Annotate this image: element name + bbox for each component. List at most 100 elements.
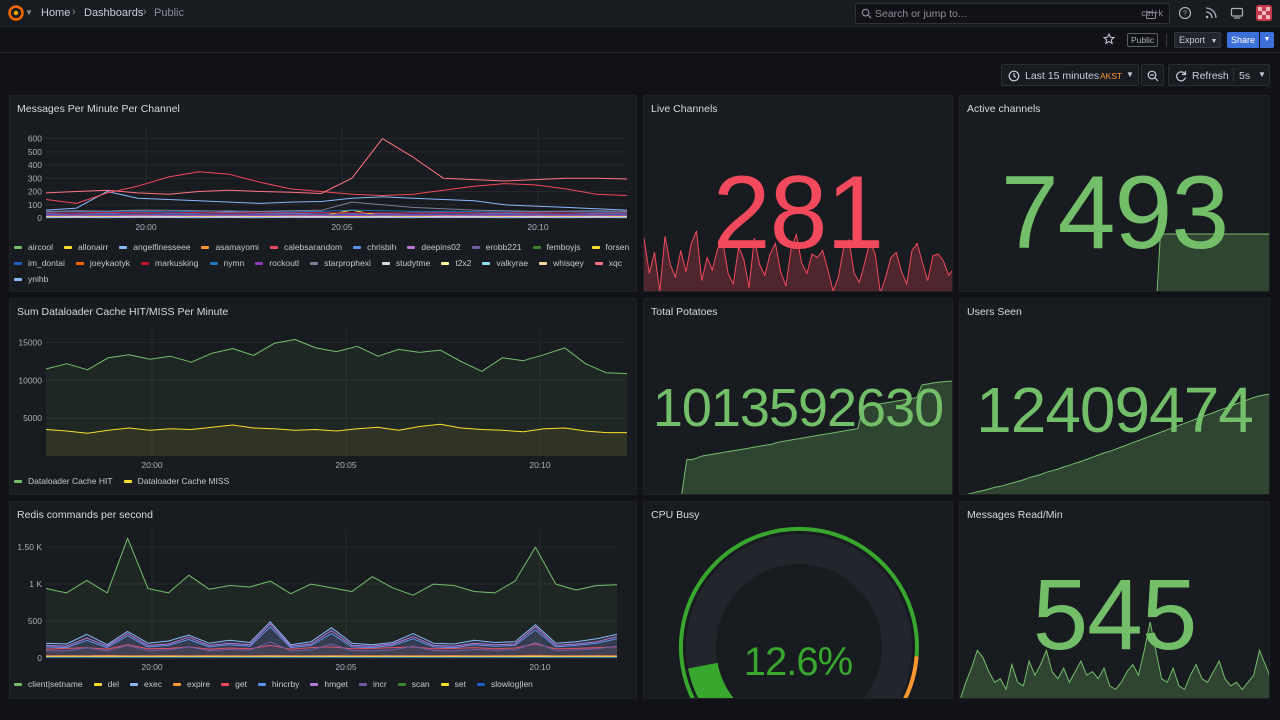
user-avatar[interactable]: [1256, 5, 1272, 21]
legend-swatch: [130, 682, 138, 686]
total-potatoes-panel: Total Potatoes 1013592630: [643, 298, 953, 495]
legend-item[interactable]: chrisbih: [353, 239, 396, 255]
legend-item[interactable]: set: [440, 676, 466, 692]
panel-title[interactable]: Sum Dataloader Cache HIT/MISS Per Minute: [17, 306, 229, 318]
search-input[interactable]: Search or jump to... ctrl+k: [855, 3, 1170, 24]
legend-item[interactable]: xqc: [594, 255, 622, 271]
series-line-incr: [45, 641, 618, 652]
legend-item[interactable]: client|setname: [14, 676, 83, 692]
legend-swatch: [14, 277, 22, 281]
redis-chart[interactable]: 0 500 1 K 1.50 K 20:00 20:05 20:10: [10, 502, 637, 676]
gauge-threshold-arc: [679, 526, 919, 698]
legend-label: expire: [186, 679, 211, 689]
x-tick-label: 20:00: [141, 460, 163, 470]
legend-item[interactable]: hmget: [310, 676, 348, 692]
breadcrumb-home[interactable]: Home: [41, 7, 71, 19]
y-tick-label: 10000: [18, 375, 42, 385]
chevron-right-icon: ›: [72, 6, 76, 18]
legend-item[interactable]: del: [93, 676, 119, 692]
legend-label: whisqey: [553, 258, 584, 268]
series-line-angelfinesseee: [45, 191, 628, 211]
legend-item[interactable]: ynihb: [14, 271, 48, 287]
legend-item[interactable]: slowlog|len: [477, 676, 533, 692]
legend-item[interactable]: nymn: [209, 255, 244, 271]
legend-swatch: [381, 261, 390, 265]
legend-item[interactable]: forsen: [591, 239, 630, 255]
series-area: [46, 644, 617, 658]
refresh-button[interactable]: Refresh: [1192, 70, 1229, 82]
panel-title[interactable]: Messages Per Minute Per Channel: [17, 103, 180, 115]
chevron-down-icon[interactable]: ▼: [25, 8, 33, 17]
panel-title[interactable]: Active channels: [967, 103, 1041, 115]
legend-swatch: [141, 261, 150, 265]
share-button[interactable]: Share: [1227, 32, 1259, 48]
legend-swatch: [14, 245, 22, 249]
panel-title[interactable]: Messages Read/Min: [967, 509, 1063, 521]
legend-item[interactable]: erobb221: [471, 239, 522, 255]
legend-item[interactable]: allonairr: [64, 239, 108, 255]
legend-swatch: [594, 261, 603, 265]
legend-item[interactable]: hincrby: [257, 676, 299, 692]
panel-title[interactable]: Users Seen: [967, 306, 1022, 318]
breadcrumb-dashboards[interactable]: Dashboards: [84, 7, 144, 19]
panel-title[interactable]: CPU Busy: [651, 509, 700, 521]
legend-item[interactable]: scan: [397, 676, 430, 692]
x-tick-label: 20:10: [529, 662, 551, 672]
help-icon[interactable]: ?: [1178, 6, 1192, 20]
share-options-button[interactable]: ▼: [1260, 32, 1274, 48]
legend-item[interactable]: incr: [358, 676, 387, 692]
legend-item[interactable]: valkyrae: [482, 255, 528, 271]
panel-title[interactable]: Live Channels: [651, 103, 718, 115]
messages-chart[interactable]: 0 100 200 300 400 500 600 20:00 20:05 20:10: [10, 96, 637, 236]
legend-item[interactable]: angelfinesseee: [119, 239, 190, 255]
legend-swatch: [591, 245, 600, 249]
legend-item[interactable]: markusking: [141, 255, 199, 271]
legend-label: forsen: [605, 242, 630, 252]
legend-item[interactable]: aircool: [14, 239, 53, 255]
legend-item[interactable]: Dataloader Cache MISS: [123, 473, 230, 489]
legend-item[interactable]: whisqey: [539, 255, 584, 271]
star-icon[interactable]: [1103, 33, 1115, 45]
legend-item[interactable]: t2x2: [441, 255, 471, 271]
news-feed-icon[interactable]: [1204, 6, 1218, 20]
panel-title[interactable]: Redis commands per second: [17, 509, 153, 521]
messages-read-value: 545: [1032, 559, 1198, 671]
export-button[interactable]: Export ▼: [1174, 32, 1221, 48]
legend-item[interactable]: im_dontai: [14, 255, 65, 271]
legend-item[interactable]: joeykaotyk: [75, 255, 130, 271]
legend-item[interactable]: Dataloader Cache HIT: [14, 473, 113, 489]
users-seen-sparkline: [967, 393, 1269, 494]
cache-chart[interactable]: 5000 10000 15000 20:00 20:05 20:10: [10, 299, 637, 473]
refresh-icon: [1176, 71, 1187, 82]
grafana-logo-icon[interactable]: [8, 5, 24, 21]
legend-item[interactable]: asamayomi: [201, 239, 259, 255]
legend-label: Dataloader Cache MISS: [137, 476, 230, 486]
legend-swatch: [255, 261, 264, 265]
legend-label: incr: [372, 679, 387, 689]
users-seen-panel: Users Seen 12409474: [959, 298, 1270, 495]
legend-label: asamayomi: [215, 242, 259, 252]
legend-item[interactable]: expire: [172, 676, 211, 692]
time-range-picker[interactable]: Last 15 minutes AKST ▼: [1001, 64, 1139, 86]
legend-item[interactable]: get: [221, 676, 247, 692]
legend-label: scan: [411, 679, 430, 689]
legend-item[interactable]: exec: [130, 676, 162, 692]
legend-item[interactable]: deepins02: [407, 239, 461, 255]
legend-item[interactable]: starprophexi: [310, 255, 371, 271]
refresh-picker[interactable]: Refresh 5s ▼: [1168, 64, 1270, 86]
legend-item[interactable]: rockoutl: [255, 255, 299, 271]
refresh-interval[interactable]: 5s: [1239, 70, 1251, 82]
x-tick-label: 20:10: [527, 222, 549, 232]
x-tick-label: 20:10: [529, 460, 551, 470]
sparkline-line: [967, 393, 1269, 494]
zoom-out-button[interactable]: [1141, 64, 1164, 86]
cpu-busy-gauge: [679, 526, 919, 698]
sparkline-fill: [1157, 234, 1269, 291]
legend-item[interactable]: studytme: [381, 255, 430, 271]
panel-title[interactable]: Total Potatoes: [651, 306, 718, 318]
legend-item[interactable]: calebsarandom: [269, 239, 342, 255]
legend-item[interactable]: femboyjs: [532, 239, 581, 255]
users-seen-value: 12409474: [976, 374, 1254, 446]
legend-swatch: [14, 682, 22, 686]
tv-mode-icon[interactable]: [1230, 6, 1244, 20]
